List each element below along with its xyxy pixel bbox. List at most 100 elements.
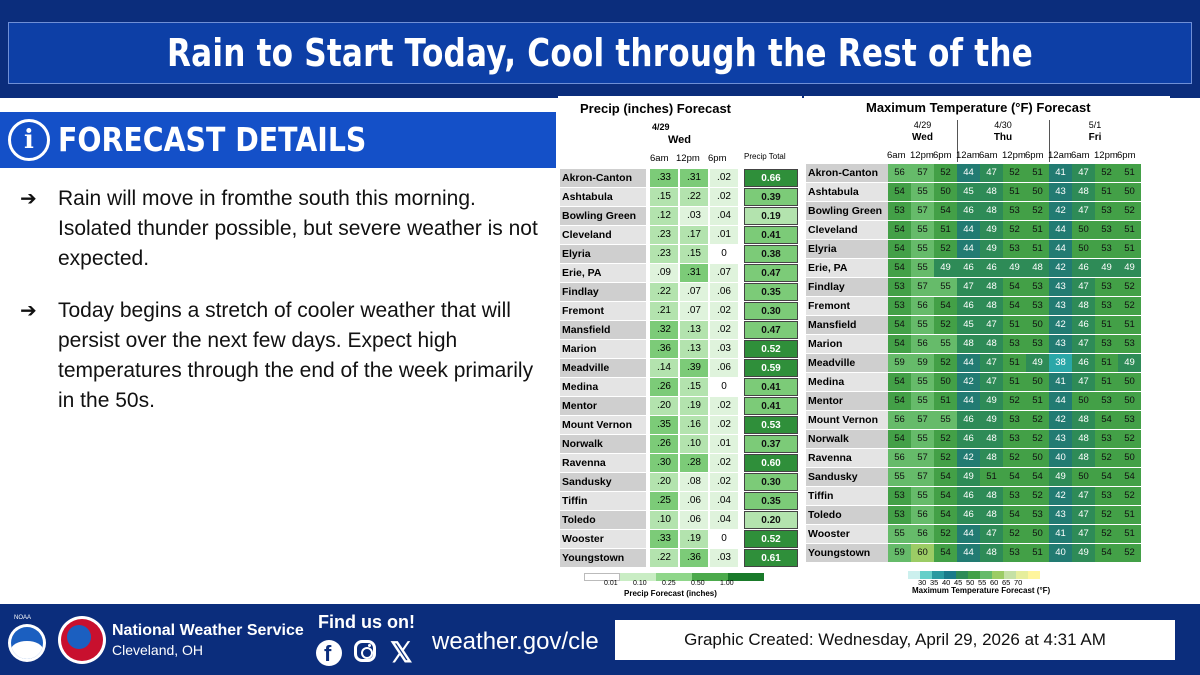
- precip-row: Erie, PA .09.31.07 0.47: [558, 264, 802, 283]
- temp-cell: 51: [1118, 164, 1141, 182]
- temp-cell: 47: [1072, 335, 1095, 353]
- city-name: Ravenna: [560, 454, 646, 472]
- precip-total-cell: 0.35: [744, 492, 798, 510]
- temp-cell: 54: [888, 316, 911, 334]
- temp-cell: 48: [980, 183, 1003, 201]
- precip-total-cell: 0.59: [744, 359, 798, 377]
- precip-cell: .06: [680, 511, 708, 529]
- precip-cell: .03: [710, 340, 738, 358]
- temp-cell: 52: [934, 316, 957, 334]
- x-twitter-icon[interactable]: 𝕏: [390, 637, 413, 668]
- temp-cell: 48: [1072, 411, 1095, 429]
- precip-row: Cleveland .23.17.01 0.41: [558, 226, 802, 245]
- website-link[interactable]: weather.gov/cle: [432, 628, 599, 655]
- temp-cell: 49: [1003, 259, 1026, 277]
- precip-cell: 0: [710, 530, 738, 548]
- temp-cell: 43: [1049, 183, 1072, 201]
- precip-cell: .25: [650, 492, 678, 510]
- temp-cell: 49: [934, 259, 957, 277]
- temp-cell: 52: [1026, 202, 1049, 220]
- city-name: Mount Vernon: [560, 416, 646, 434]
- facebook-icon[interactable]: f: [316, 640, 342, 666]
- city-name: Mansfield: [560, 321, 646, 339]
- temp-cell: 46: [957, 411, 980, 429]
- city-name: Elyria: [806, 240, 888, 258]
- precip-cell: .33: [650, 530, 678, 548]
- temp-cell: 52: [1095, 506, 1118, 524]
- city-name: Wooster: [806, 525, 888, 543]
- city-name: Elyria: [560, 245, 646, 263]
- temp-row: Bowling Green 53 57 54 46 48 53 52 42 47 53 52: [804, 202, 1170, 221]
- legend-tick: 60: [990, 578, 999, 587]
- temp-cell: 50: [934, 373, 957, 391]
- precip-row: Wooster .33.19 0 0.52: [558, 530, 802, 549]
- temp-cell: 48: [980, 278, 1003, 296]
- precip-cell: .20: [650, 473, 678, 491]
- temp-cell: 43: [1049, 278, 1072, 296]
- day-separator: [1049, 120, 1050, 162]
- precip-cell: .22: [650, 283, 678, 301]
- instagram-icon[interactable]: [354, 640, 376, 662]
- temp-cell: 50: [1026, 183, 1049, 201]
- temp-cell: 52: [1003, 525, 1026, 543]
- temp-cell: 54: [1003, 278, 1026, 296]
- precip-row: Meadville .14.39.06 0.59: [558, 359, 802, 378]
- precip-total-header: Precip Total: [744, 152, 786, 161]
- precip-hour: 12pm: [676, 153, 700, 164]
- city-name: Erie, PA: [806, 259, 888, 277]
- temp-cell: 57: [911, 411, 934, 429]
- temp-cell: 55: [911, 316, 934, 334]
- temp-cell: 45: [957, 183, 980, 201]
- forecast-details-label: FORECAST DETAILS: [58, 120, 367, 159]
- legend-tick: 45: [954, 578, 963, 587]
- temp-cell: 60: [911, 544, 934, 562]
- temp-legend-bar: [908, 566, 1040, 579]
- temp-hour: 6pm: [1025, 150, 1044, 161]
- temp-cell: 44: [957, 240, 980, 258]
- temp-cell: 57: [911, 164, 934, 182]
- city-name: Fremont: [560, 302, 646, 320]
- city-name: Sandusky: [560, 473, 646, 491]
- precip-total-cell: 0.35: [744, 283, 798, 301]
- precip-row: Marion .36.13.03 0.52: [558, 340, 802, 359]
- precip-hour: 6pm: [708, 153, 727, 164]
- city-name: Erie, PA: [560, 264, 646, 282]
- temp-cell: 51: [1003, 373, 1026, 391]
- precip-total-cell: 0.38: [744, 245, 798, 263]
- temp-cell: 53: [1026, 297, 1049, 315]
- temp-cell: 52: [1095, 525, 1118, 543]
- temp-cell: 54: [888, 430, 911, 448]
- temp-hour: 12pm: [1002, 150, 1026, 161]
- temp-cell: 49: [980, 411, 1003, 429]
- temp-cell: 51: [934, 221, 957, 239]
- temp-cell: 52: [1118, 278, 1141, 296]
- temp-cell: 50: [1072, 392, 1095, 410]
- temp-hour: 12am: [1048, 150, 1072, 161]
- temp-cell: 56: [888, 449, 911, 467]
- temp-cell: 54: [888, 183, 911, 201]
- city-name: Bowling Green: [806, 202, 888, 220]
- precip-row: Ashtabula .15.22.02 0.39: [558, 188, 802, 207]
- temp-cell: 38: [1049, 354, 1072, 372]
- precip-cell: .28: [680, 454, 708, 472]
- city-name: Youngstown: [560, 549, 646, 567]
- temp-cell: 42: [1049, 202, 1072, 220]
- temp-cell: 47: [1072, 202, 1095, 220]
- temp-cell: 50: [1026, 525, 1049, 543]
- nws-logo: [58, 616, 106, 664]
- temp-hour: 6pm: [1117, 150, 1136, 161]
- day-separator: [957, 120, 958, 162]
- city-name: Tiffin: [560, 492, 646, 510]
- precip-row: Mentor .20.19.02 0.41: [558, 397, 802, 416]
- temp-hour: 6pm: [933, 150, 952, 161]
- precip-cell: .07: [680, 302, 708, 320]
- temp-cell: 54: [1026, 468, 1049, 486]
- city-name: Bowling Green: [560, 207, 646, 225]
- temp-cell: 40: [1049, 449, 1072, 467]
- legend-tick: 55: [978, 578, 987, 587]
- temp-row: Toledo 53 56 54 46 48 54 53 43 47 52 51: [804, 506, 1170, 525]
- temp-cell: 55: [911, 392, 934, 410]
- precip-total-cell: 0.37: [744, 435, 798, 453]
- temp-cell: 52: [934, 525, 957, 543]
- footer-bar: NOAA National Weather Service Cleveland,…: [0, 604, 1200, 675]
